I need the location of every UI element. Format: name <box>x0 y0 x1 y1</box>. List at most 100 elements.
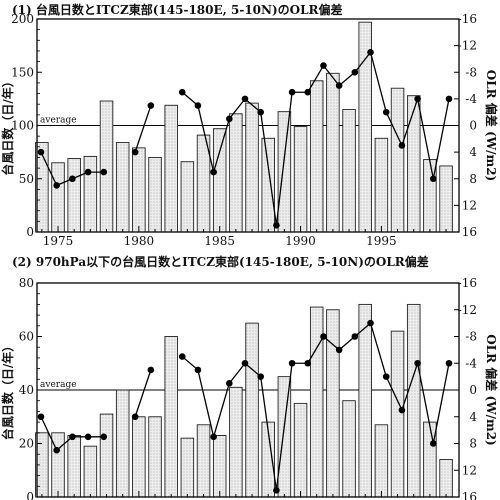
bar-1978 <box>99 413 114 498</box>
olr-point-24 <box>414 359 421 367</box>
y-tick-label: 40 <box>19 383 34 397</box>
olr-point-15 <box>273 222 280 229</box>
olr-point-19 <box>335 82 343 89</box>
y2-tick-label: 8 <box>469 172 477 186</box>
y2-tick-label: -4 <box>465 92 477 106</box>
olr-point-17 <box>304 88 312 96</box>
bar-1996 <box>390 87 405 233</box>
olr-point-23 <box>398 142 406 149</box>
x-tick-label: 1980 <box>124 234 155 248</box>
olr-point-23 <box>398 406 406 414</box>
olr-point-17 <box>304 359 312 367</box>
olr-point-0 <box>37 413 45 421</box>
olr-point-21 <box>367 319 374 327</box>
average-label: average <box>40 116 77 126</box>
olr-point-2 <box>69 433 76 441</box>
y2-tick-label: -8 <box>465 330 477 344</box>
y2-axis-title: OLR 偏差 (W/m2) <box>484 70 499 181</box>
olr-line-segment-1 <box>134 369 152 417</box>
olr-point-15 <box>273 487 280 494</box>
bar-1977 <box>83 445 98 498</box>
bar-1984 <box>196 424 211 498</box>
olr-point-6 <box>131 413 139 421</box>
y-tick-label: 50 <box>19 172 34 186</box>
y2-tick-label: 12 <box>462 463 477 477</box>
panel-2: (2) 970hPa以下の台風日数とITCZ東部(145-180E, 5-10N… <box>0 254 499 500</box>
olr-point-1 <box>53 182 60 189</box>
bar-1992 <box>326 72 340 233</box>
bar-1985 <box>212 435 227 498</box>
bar-1990 <box>293 402 308 498</box>
olr-point-0 <box>37 148 45 156</box>
chart-title: (1) 台風日数とITCZ東部(145-180E, 5-10N)のOLR偏差 <box>12 2 343 17</box>
bar-1999 <box>439 165 453 233</box>
bar-1982 <box>164 336 178 498</box>
y2-tick-label: -16 <box>458 12 477 26</box>
bar-1985 <box>212 128 227 233</box>
y2-tick-label: 12 <box>462 198 477 212</box>
bar-1981 <box>148 156 162 233</box>
y2-tick-label: 4 <box>469 410 477 424</box>
y-axis-title: 台風日数（日/年） <box>0 75 15 175</box>
bar-1996 <box>390 330 405 498</box>
y-tick-label: 200 <box>11 12 34 26</box>
olr-point-4 <box>100 433 108 441</box>
olr-point-24 <box>414 95 421 103</box>
bar-1999 <box>439 459 453 498</box>
olr-point-22 <box>382 108 390 116</box>
panel-1: (1) 台風日数とITCZ東部(145-180E, 5-10N)のOLR偏差 av… <box>0 2 499 248</box>
bar-1977 <box>83 155 98 233</box>
olr-line-segment-2 <box>181 321 450 491</box>
x-tick-label: 1985 <box>204 234 235 248</box>
bar-1997 <box>406 303 421 498</box>
bar-1990 <box>293 126 308 233</box>
y2-tick-label: 0 <box>469 119 477 133</box>
bar-1986 <box>229 386 243 498</box>
bar-1980 <box>132 416 146 498</box>
bar-1980 <box>132 147 146 233</box>
y2-tick-label: -12 <box>458 303 477 317</box>
bar-1995 <box>374 137 389 233</box>
olr-point-13 <box>241 95 249 103</box>
olr-point-20 <box>351 68 359 76</box>
y-tick-label: 0 <box>26 490 34 500</box>
bar-1979 <box>115 142 130 233</box>
y-tick-label: 80 <box>19 276 34 290</box>
olr-line-segment-2 <box>181 50 450 226</box>
y2-tick-label: -12 <box>458 39 477 53</box>
y2-axis-title: OLR 偏差 (W/m2) <box>484 334 499 445</box>
bar-1998 <box>423 421 437 498</box>
olr-point-19 <box>335 346 343 354</box>
bar-1983 <box>180 437 195 498</box>
bar-1993 <box>342 109 356 233</box>
olr-point-7 <box>147 102 155 109</box>
olr-point-2 <box>69 175 76 183</box>
y-tick-label: 0 <box>26 225 34 239</box>
chart-title: (2) 970hPa以下の台風日数とITCZ東部(145-180E, 5-10N… <box>12 254 429 269</box>
y2-tick-label: -16 <box>458 276 477 290</box>
olr-point-13 <box>241 359 249 367</box>
olr-point-25 <box>430 175 437 183</box>
olr-point-18 <box>320 62 327 69</box>
y-tick-label: 100 <box>11 119 34 133</box>
bar-1981 <box>148 416 162 498</box>
y2-tick-label: -8 <box>465 65 477 79</box>
bar-1978 <box>99 100 114 233</box>
olr-point-3 <box>84 168 92 176</box>
y-axis-title: 台風日数（日/年） <box>0 340 15 440</box>
olr-point-16 <box>288 359 296 367</box>
average-label: average <box>40 380 77 390</box>
y2-tick-label: 16 <box>462 490 477 500</box>
bar-1991 <box>309 80 324 233</box>
olr-point-22 <box>382 373 390 380</box>
bar-1982 <box>164 104 178 233</box>
bar-1995 <box>374 424 389 498</box>
bar-1997 <box>406 95 421 233</box>
olr-point-14 <box>257 108 264 116</box>
olr-point-26 <box>445 95 453 103</box>
bar-1994 <box>358 303 372 498</box>
olr-point-11 <box>210 168 217 176</box>
olr-point-11 <box>210 433 217 441</box>
bar-1975 <box>51 162 65 233</box>
